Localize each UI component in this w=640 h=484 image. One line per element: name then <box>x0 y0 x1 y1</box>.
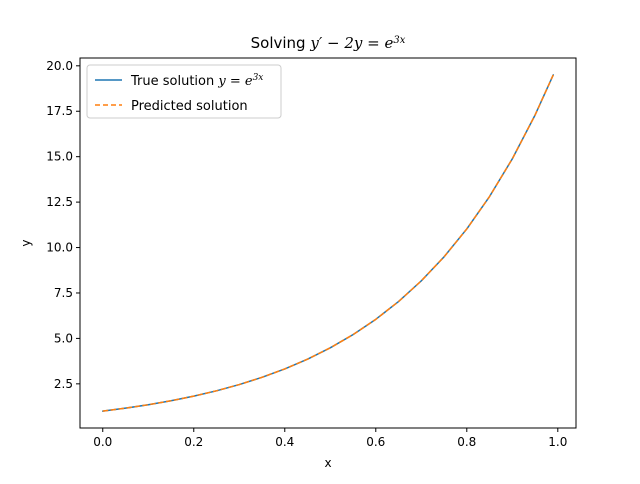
x-tick-label: 0.8 <box>457 435 476 449</box>
y-tick-label: 7.5 <box>54 286 73 300</box>
y-tick-label: 10.0 <box>46 241 73 255</box>
legend-text-predicted-solution: Predicted solution <box>131 99 248 114</box>
x-tick-label: 0.2 <box>184 435 203 449</box>
legend-text-true-solution: True solution y = e3x <box>130 73 263 89</box>
plot-area <box>79 57 577 429</box>
axes-frame <box>79 57 577 429</box>
legend: True solution y = e3x Predicted solution <box>86 64 282 119</box>
y-tick-label: 5.0 <box>54 331 73 345</box>
chart-title-math: y′ − 2y = e <box>309 34 393 52</box>
chart-title-prefix: Solving <box>251 34 311 52</box>
chart-title: Solving y′ − 2y = e3x <box>251 34 406 52</box>
x-tick-label: 0.4 <box>275 435 294 449</box>
x-axis-label: x <box>324 456 331 470</box>
chart-title-exponent: 3x <box>393 35 405 46</box>
x-axis-ticks: 0.0 0.2 0.4 0.6 0.8 1.0 <box>93 428 567 449</box>
y-tick-label: 20.0 <box>46 59 73 73</box>
legend-box <box>86 64 282 119</box>
legend-text-true-solution-math: y = e <box>217 74 253 89</box>
legend-text-predicted-solution-prefix: Predicted solution <box>131 99 248 114</box>
series-line-predicted-solution <box>102 74 554 412</box>
x-tick-label: 0.0 <box>93 435 112 449</box>
y-tick-label: 17.5 <box>46 104 73 118</box>
x-tick-label: 0.6 <box>366 435 385 449</box>
y-tick-label: 2.5 <box>54 377 73 391</box>
series-lines <box>102 74 554 412</box>
y-axis-label: y <box>19 239 33 246</box>
y-tick-label: 15.0 <box>46 150 73 164</box>
y-tick-label: 12.5 <box>46 195 73 209</box>
legend-text-true-solution-prefix: True solution <box>130 74 218 89</box>
legend-text-true-solution-exponent: 3x <box>253 73 264 83</box>
y-axis-ticks: 2.5 5.0 7.5 10.0 12.5 15.0 17.5 20.0 <box>46 59 80 391</box>
x-tick-label: 1.0 <box>548 435 567 449</box>
